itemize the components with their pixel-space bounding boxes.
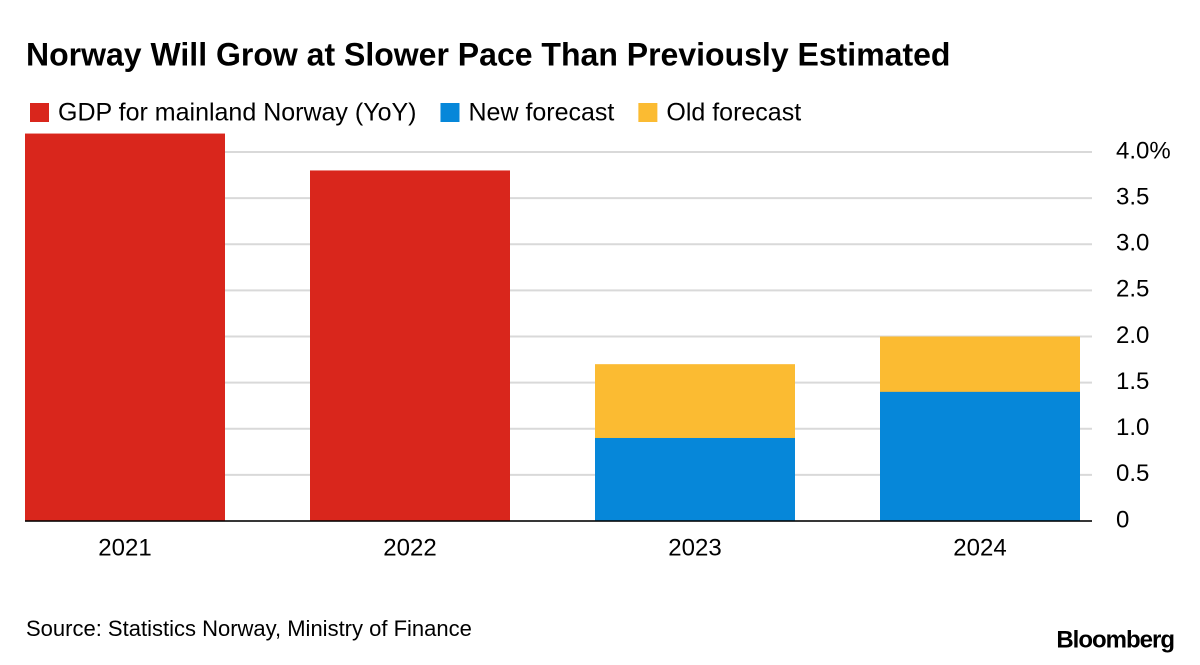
- y-tick-label: 2.0: [1116, 322, 1149, 349]
- source: Source: Statistics Norway, Ministry of F…: [26, 616, 472, 641]
- legend-label: GDP for mainland Norway (YoY): [58, 99, 416, 127]
- y-tick-label: 3.0: [1116, 230, 1149, 257]
- x-tick-label: 2021: [98, 534, 151, 561]
- chart-title: Norway Will Grow at Slower Pace Than Pre…: [26, 36, 950, 72]
- x-tick-label: 2023: [668, 534, 721, 561]
- legend-swatch: [440, 103, 460, 122]
- y-tick-label: 1.5: [1116, 368, 1149, 395]
- bar: [880, 391, 1080, 521]
- x-tick-label: 2022: [383, 534, 436, 561]
- legend-label: New forecast: [468, 99, 614, 127]
- y-tick-label: 3.5: [1116, 183, 1149, 210]
- legend-swatch: [638, 103, 658, 122]
- y-tick-label: 0.5: [1116, 460, 1149, 487]
- y-tick-label: 2.5: [1116, 276, 1149, 303]
- y-tick-label: 1.0: [1116, 414, 1149, 441]
- brand: Bloomberg: [1056, 626, 1174, 653]
- x-tick-label: 2024: [953, 534, 1006, 561]
- bar: [595, 437, 795, 521]
- y-tick-label: 4.0%: [1116, 137, 1171, 164]
- bar: [310, 170, 510, 521]
- legend-swatch: [30, 103, 49, 122]
- bar: [25, 133, 225, 522]
- legend-label: Old forecast: [666, 99, 801, 127]
- y-tick-label: 0: [1116, 506, 1129, 533]
